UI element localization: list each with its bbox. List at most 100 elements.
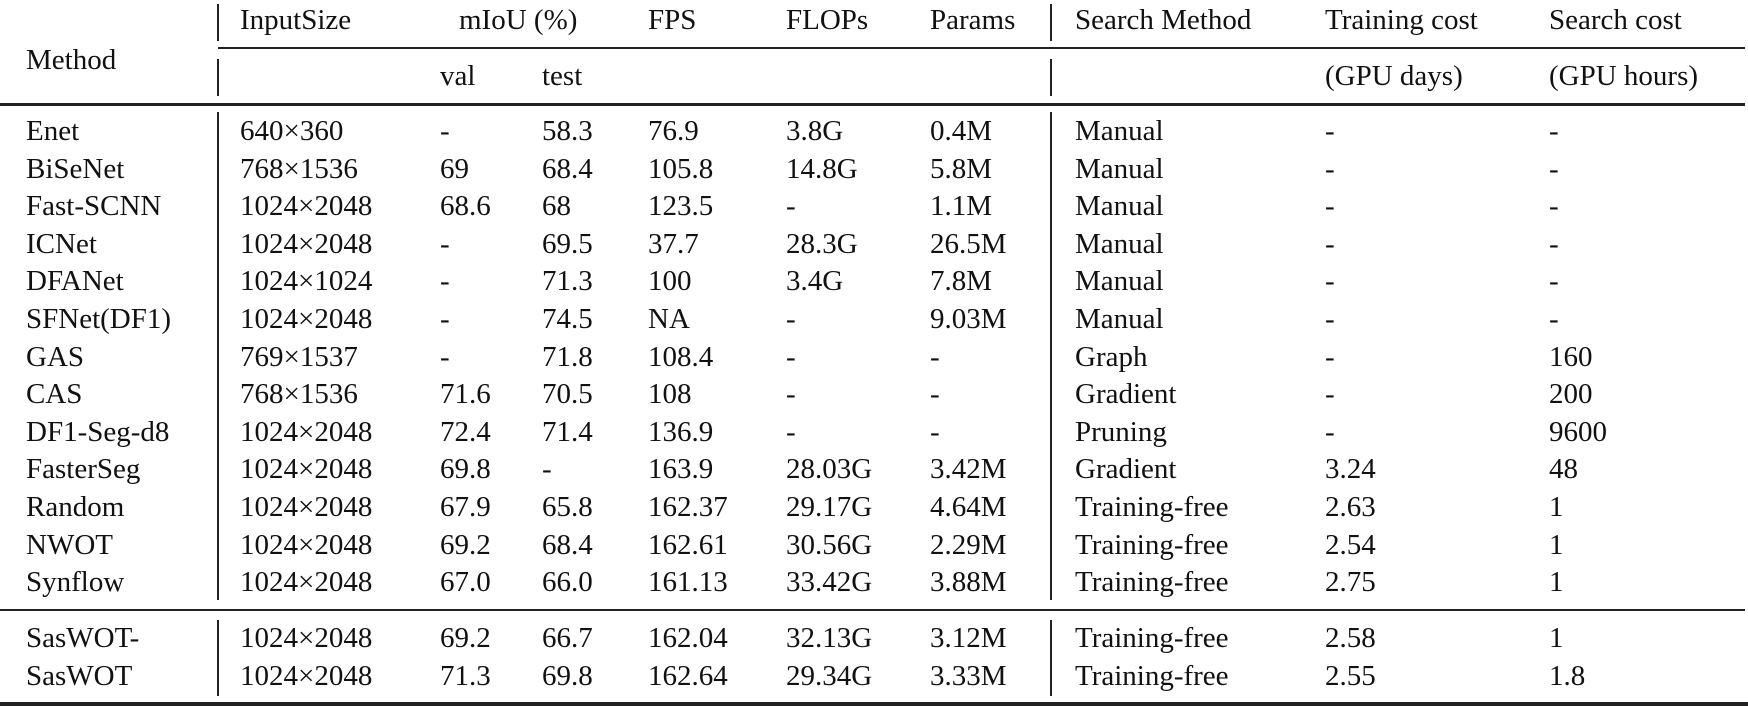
- table-cell-flops: 29.34G: [786, 659, 873, 692]
- table-cell-train-cost: 2.54: [1325, 528, 1376, 561]
- header-search-method: Search Method: [1075, 4, 1252, 36]
- table-cell-train-cost: -: [1325, 340, 1335, 373]
- table-cell-test: -: [542, 453, 552, 486]
- table-cell-input: 1024×2048: [240, 453, 373, 486]
- table-cell-flops: 32.13G: [786, 622, 873, 654]
- table-cell-params: 9.03M: [930, 303, 1007, 335]
- table-cell-flops: -: [786, 190, 796, 223]
- table-cell-method: Synflow: [26, 566, 125, 599]
- table-cell-train-cost: -: [1325, 303, 1335, 335]
- table-cell-train-cost: -: [1325, 152, 1335, 185]
- column-separator: [1050, 112, 1052, 600]
- table-cell-flops: 3.8G: [786, 115, 844, 147]
- table-cell-fps: 162.61: [648, 528, 728, 561]
- table-cell-fps: 108: [648, 378, 692, 411]
- table-cell-search: Training-free: [1075, 659, 1229, 692]
- table-cell-train-cost: -: [1325, 415, 1335, 448]
- column-separator: [217, 59, 219, 96]
- table-cell-params: 0.4M: [930, 115, 993, 147]
- column-separator: [217, 4, 219, 41]
- table-cell-train-cost: -: [1325, 265, 1335, 298]
- table-cell-input: 640×360: [240, 115, 344, 147]
- table-cell-method: SasWOT-: [26, 622, 140, 654]
- table-cell-params: 3.33M: [930, 659, 1007, 692]
- table-cell-method: ICNet: [26, 227, 97, 260]
- table-cell-method: CAS: [26, 378, 83, 411]
- table-cell-fps: 163.9: [648, 453, 714, 486]
- table-cell-fps: 123.5: [648, 190, 714, 223]
- header-params: Params: [930, 4, 1016, 36]
- table-cell-search: Manual: [1075, 190, 1164, 223]
- table-cell-search-cost: -: [1549, 115, 1559, 147]
- table-cell-flops: -: [786, 303, 796, 335]
- table-cell-params: 3.88M: [930, 566, 1007, 599]
- table-cell-fps: 161.13: [648, 566, 728, 599]
- table-cell-params: 4.64M: [930, 491, 1007, 523]
- table-cell-fps: 100: [648, 265, 692, 298]
- table-cell-train-cost: 2.58: [1325, 622, 1376, 654]
- table-cell-train-cost: -: [1325, 115, 1335, 147]
- table-cell-flops: 28.03G: [786, 453, 873, 486]
- table-cell-params: 5.8M: [930, 152, 993, 185]
- table-cell-method: SasWOT: [26, 659, 133, 692]
- table-cell-input: 768×1536: [240, 152, 358, 185]
- table-cell-fps: 37.7: [648, 227, 699, 260]
- table-cell-params: -: [930, 340, 940, 373]
- table-cell-flops: 3.4G: [786, 265, 844, 298]
- table-cell-val: 69.2: [440, 528, 491, 561]
- table-cell-flops: 14.8G: [786, 152, 858, 185]
- table-cell-method: BiSeNet: [26, 152, 125, 185]
- table-cell-test: 58.3: [542, 115, 593, 147]
- table-cell-search-cost: -: [1549, 227, 1559, 260]
- table-cell-flops: 30.56G: [786, 528, 873, 561]
- table-cell-search: Manual: [1075, 115, 1164, 147]
- table-cell-fps: 162.64: [648, 659, 728, 692]
- table-cell-input: 1024×2048: [240, 303, 373, 335]
- table-cell-params: 3.42M: [930, 453, 1007, 486]
- table-cell-input: 1024×2048: [240, 227, 373, 260]
- table-cell-flops: 33.42G: [786, 566, 873, 599]
- table-cell-search: Gradient: [1075, 378, 1177, 411]
- table-cell-test: 68: [542, 190, 571, 223]
- header-fps: FPS: [648, 4, 697, 36]
- table-cell-flops: 28.3G: [786, 227, 858, 260]
- table-cell-fps: 108.4: [648, 340, 714, 373]
- column-separator: [1050, 4, 1052, 41]
- table-cell-test: 69.5: [542, 227, 593, 260]
- header-miou: mIoU (%): [459, 4, 578, 36]
- table-cell-params: 26.5M: [930, 227, 1007, 260]
- table-cell-val: 68.6: [440, 190, 491, 223]
- table-cell-search-cost: 9600: [1549, 415, 1607, 448]
- table-cell-val: 72.4: [440, 415, 491, 448]
- column-separator: [1050, 620, 1052, 696]
- table-cell-input: 1024×2048: [240, 566, 373, 599]
- table-cell-flops: -: [786, 340, 796, 373]
- table-cell-val: 71.3: [440, 659, 491, 692]
- table-cell-search-cost: 1: [1549, 566, 1564, 599]
- table-cell-params: -: [930, 378, 940, 411]
- table-cell-params: 7.8M: [930, 265, 993, 298]
- table-cell-input: 1024×2048: [240, 491, 373, 523]
- table-cell-method: DFANet: [26, 265, 124, 298]
- table-cell-val: 69: [440, 152, 469, 185]
- table-cell-train-cost: -: [1325, 227, 1335, 260]
- column-separator: [217, 112, 219, 600]
- table-cell-val: 67.9: [440, 491, 491, 523]
- table-cell-search: Manual: [1075, 152, 1164, 185]
- table-cell-params: 2.29M: [930, 528, 1007, 561]
- table-cell-method: NWOT: [26, 528, 113, 561]
- bottom-rule: [0, 702, 1748, 706]
- table-cell-val: 67.0: [440, 566, 491, 599]
- table-cell-search-cost: 48: [1549, 453, 1578, 486]
- table-cell-method: SFNet(DF1): [26, 303, 172, 335]
- table-cell-fps: 136.9: [648, 415, 714, 448]
- table-cell-search: Graph: [1075, 340, 1148, 373]
- table-cell-val: -: [440, 340, 450, 373]
- table-cell-flops: -: [786, 415, 796, 448]
- mid-rule: [0, 609, 1745, 611]
- header-flops: FLOPs: [786, 4, 869, 36]
- table-cell-method: Enet: [26, 115, 80, 147]
- table-cell-search: Training-free: [1075, 566, 1229, 599]
- table-cell-search: Pruning: [1075, 415, 1167, 448]
- table-cell-test: 70.5: [542, 378, 593, 411]
